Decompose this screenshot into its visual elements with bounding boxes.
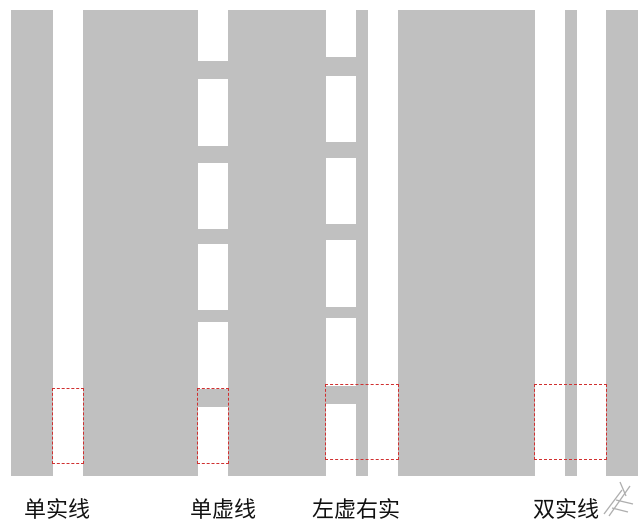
label-single-dashed: 单虚线 [190,498,256,524]
dash-segment [326,318,356,386]
highlight-box-single-dashed [197,388,229,464]
dash-segment [198,244,228,310]
label-single-solid: 单实线 [24,498,90,524]
dash-segment [198,163,228,229]
dash-segment [198,79,228,146]
dash-segment [326,240,356,307]
label-double-solid: 双实线 [533,498,599,524]
dash-segment [198,322,228,389]
watermark-logo [600,470,636,520]
dash-segment [326,158,356,224]
dash-segment [326,76,356,142]
dash-segment [198,10,228,61]
highlight-box-left-dashed-right-solid [325,384,399,460]
label-left-dashed-right-solid: 左虚右实 [312,498,400,524]
highlight-box-single-solid [52,388,84,464]
highlight-box-double-solid [534,384,607,460]
dash-segment [326,10,356,57]
